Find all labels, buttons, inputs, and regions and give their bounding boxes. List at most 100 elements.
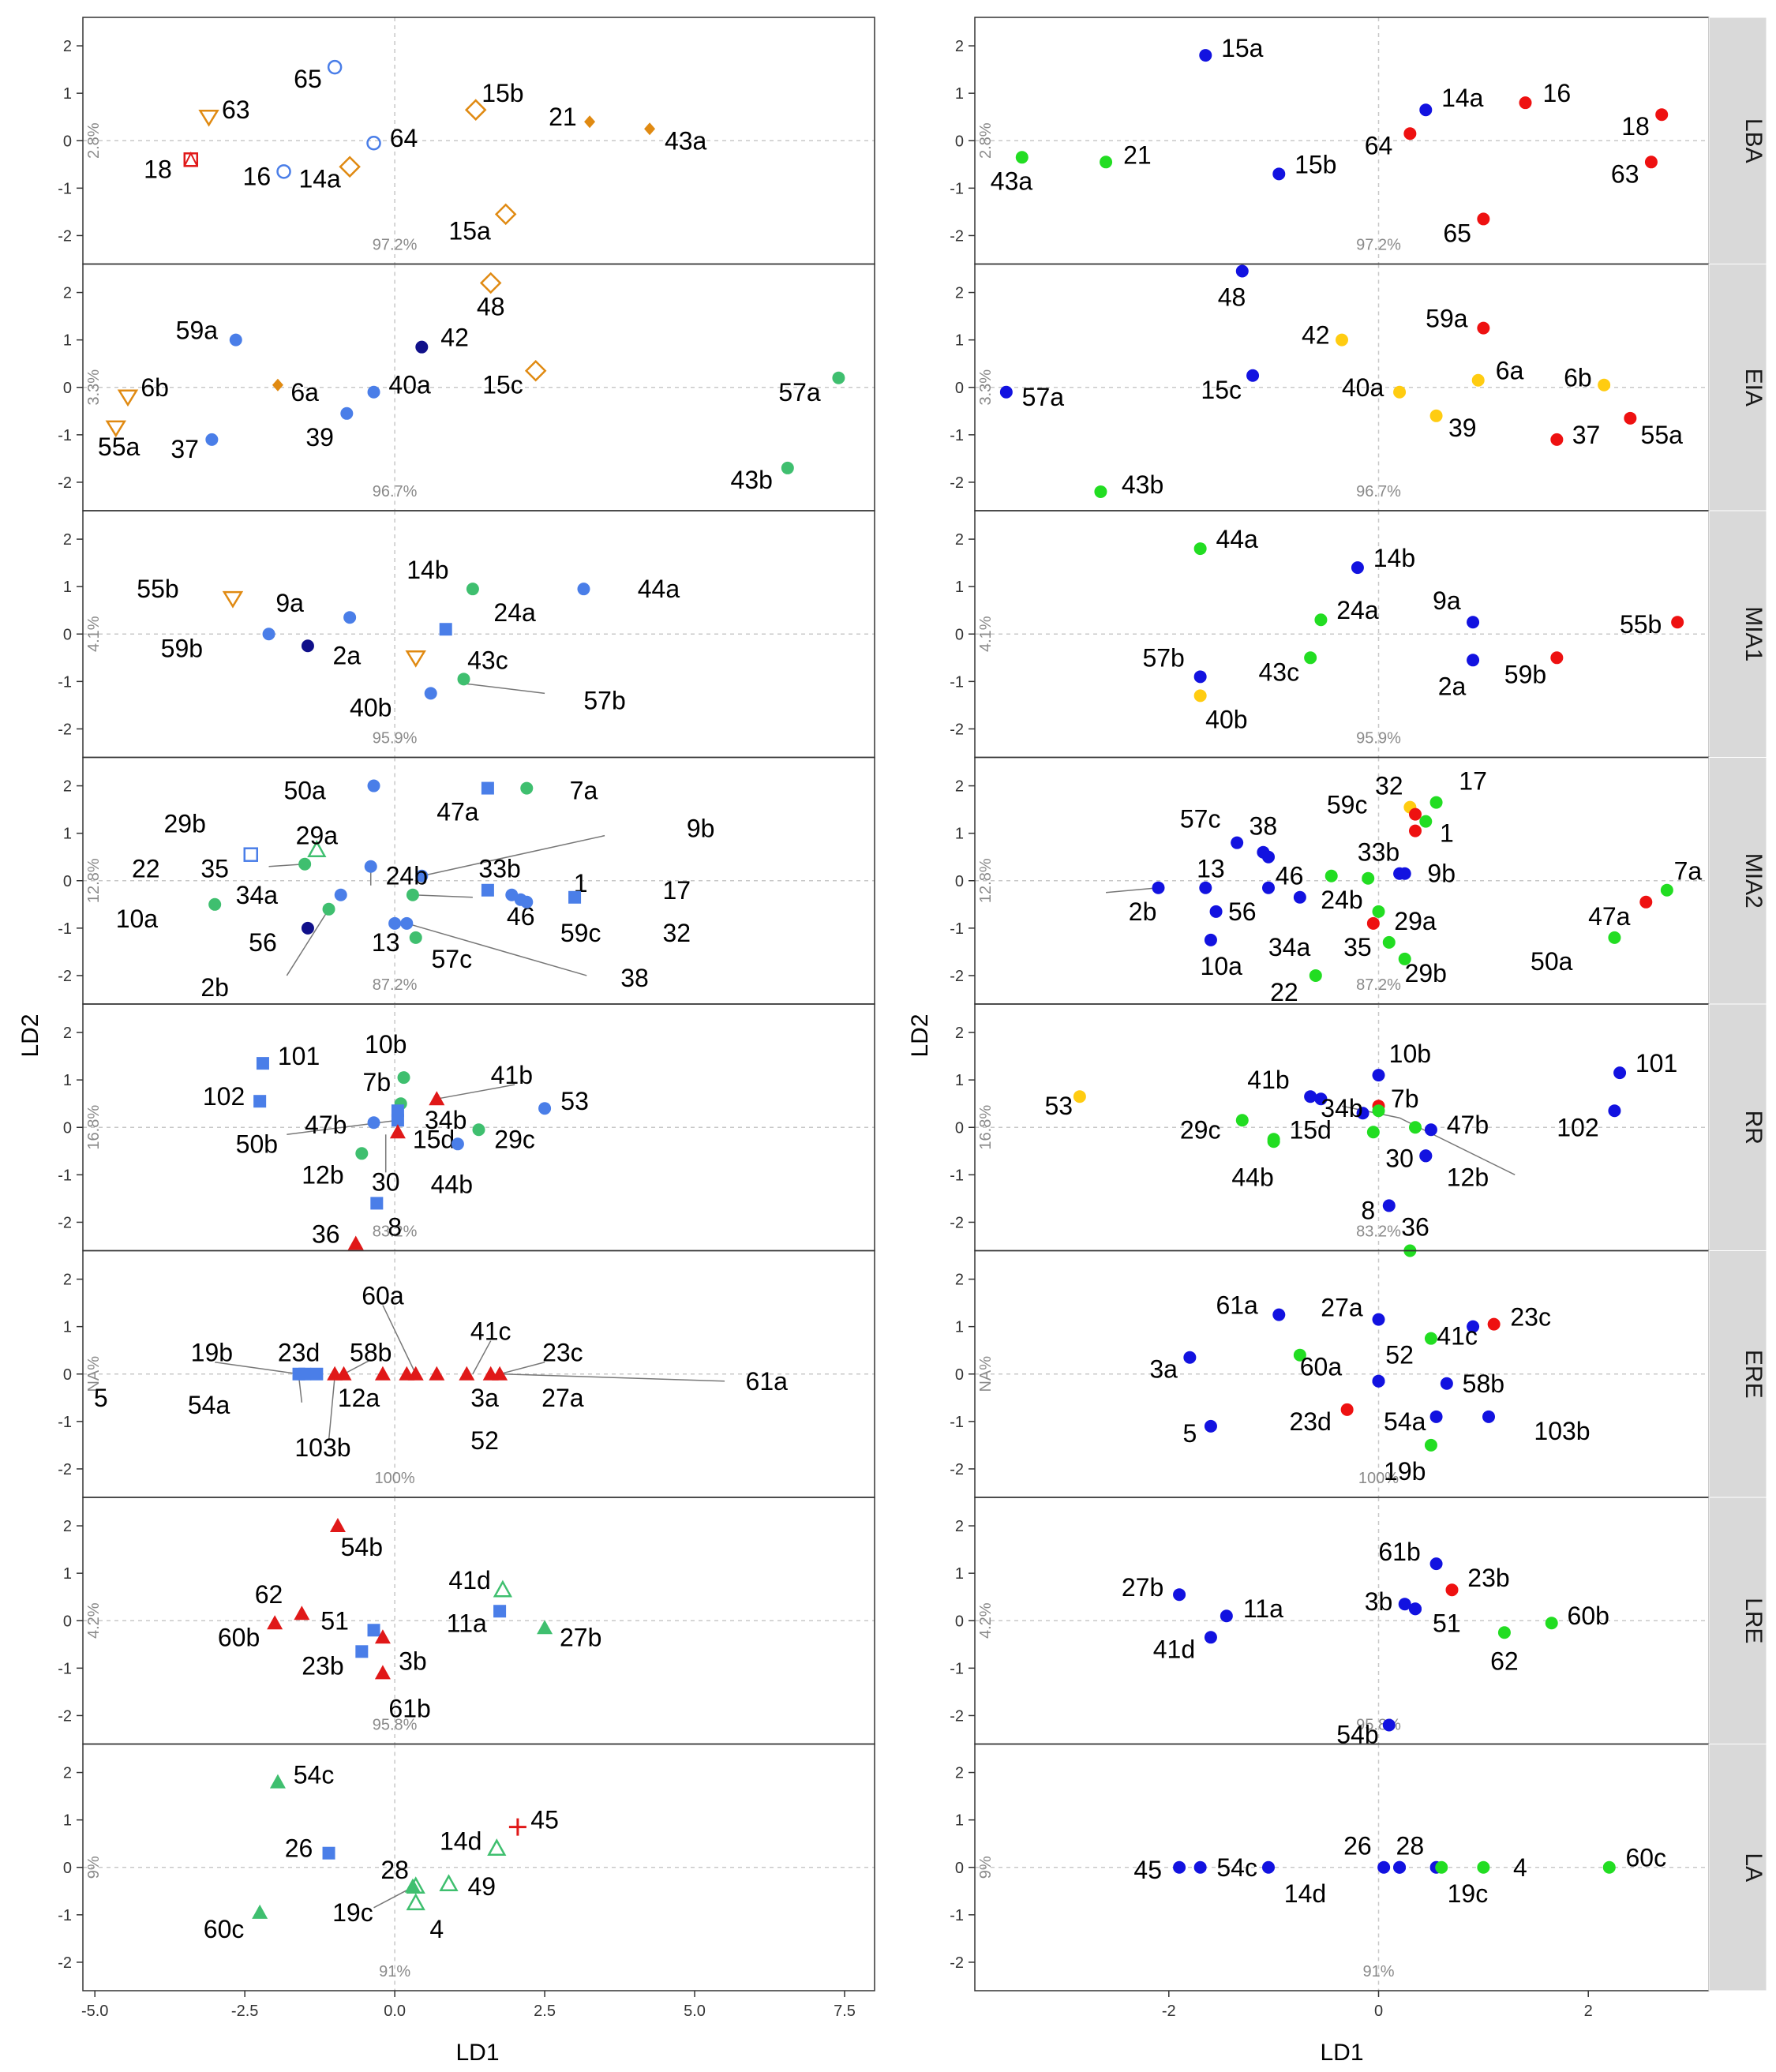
point-label-23c: 23c xyxy=(1510,1303,1551,1332)
point-3a xyxy=(1183,1351,1197,1364)
ld1-percentage: 91% xyxy=(1362,1963,1394,1980)
point-65 xyxy=(327,59,343,75)
point-label-40b: 40b xyxy=(1205,705,1247,733)
point-6a xyxy=(272,378,283,392)
point-label-19c: 19c xyxy=(1448,1879,1489,1908)
point-8 xyxy=(1382,1199,1396,1212)
point-50b xyxy=(1424,1123,1437,1137)
facet-strip xyxy=(1708,1250,1767,1498)
y-tick-label: -1 xyxy=(950,1414,964,1431)
point-label-38: 38 xyxy=(1250,812,1278,841)
leader-line xyxy=(502,1373,725,1382)
point-51 xyxy=(367,1624,380,1637)
point-58b xyxy=(1440,1377,1453,1390)
point-44b xyxy=(1267,1135,1280,1148)
y-tick-label: -2 xyxy=(58,968,72,985)
point-label-16: 16 xyxy=(243,162,272,190)
point-m12 xyxy=(492,1366,508,1381)
point-41c xyxy=(1467,1320,1480,1333)
point-label-61a: 61a xyxy=(1216,1291,1258,1320)
point-29a xyxy=(307,840,327,857)
point-29c xyxy=(1235,1114,1249,1127)
point-label-27b: 27b xyxy=(1122,1573,1163,1602)
panel-la: 2 1 0 -1 -2 91% 9% 54c 45 14d 26 28 49 4 19c 60c 2 1 0 -1 -2… xyxy=(58,1743,1767,1991)
point-m6 xyxy=(374,1366,391,1381)
y-tick-label: -1 xyxy=(950,180,964,197)
point-label-41d: 41d xyxy=(448,1566,490,1594)
y-tick-label: 2 xyxy=(63,38,72,55)
ld1-percentage: 97.2% xyxy=(373,237,418,254)
x-tick-label-left: 7.5 xyxy=(834,2003,856,2020)
point-label-29c: 29c xyxy=(494,1125,535,1153)
point-br xyxy=(1366,1126,1380,1139)
point-label-2b: 2b xyxy=(200,973,229,1002)
point-label-44a: 44a xyxy=(1216,525,1258,553)
point-label-57b: 57b xyxy=(583,686,625,714)
point-label-34b: 34b xyxy=(425,1106,466,1134)
point-47b xyxy=(367,1116,380,1130)
point-46 xyxy=(406,888,419,901)
point-label-41b: 41b xyxy=(1247,1066,1289,1094)
point-label-43a: 43a xyxy=(991,167,1033,195)
ld2-percentage: 16.8% xyxy=(977,1105,995,1150)
facet-strip xyxy=(1708,1744,1767,1991)
y-tick-label: -1 xyxy=(58,180,72,197)
facet-strip xyxy=(1708,1497,1767,1744)
x-tick-label-right: 2 xyxy=(1584,2003,1593,2020)
leader-line xyxy=(422,834,605,877)
point-label-30: 30 xyxy=(372,1167,400,1196)
point-label-44b: 44b xyxy=(1231,1163,1273,1191)
point-label-47b: 47b xyxy=(1447,1111,1489,1139)
y-tick-label: -1 xyxy=(58,1167,72,1184)
y-tick-label: -2 xyxy=(950,721,964,738)
point-16 xyxy=(1519,96,1532,110)
y-tick-label: 1 xyxy=(63,1812,72,1830)
point-label-7a: 7a xyxy=(1674,857,1703,886)
y-tick-label: -1 xyxy=(58,673,72,691)
point-23b xyxy=(355,1645,369,1658)
point-label-37: 37 xyxy=(170,435,199,463)
y-tick-label: 2 xyxy=(63,1025,72,1042)
point-60c xyxy=(1602,1860,1616,1874)
point-label-24b: 24b xyxy=(1321,886,1362,914)
y-tick-label: -2 xyxy=(950,1954,964,1972)
point-7a xyxy=(520,781,534,795)
point-label-58b: 58b xyxy=(1463,1369,1504,1398)
y-tick-label: -2 xyxy=(58,474,72,492)
ld1-percentage: 87.2% xyxy=(373,976,418,994)
ld1-percentage: 100% xyxy=(1358,1470,1399,1487)
y-tick-label: 0 xyxy=(955,626,964,643)
y-tick-label: -1 xyxy=(950,1660,964,1677)
point-label-14b: 14b xyxy=(407,556,448,584)
point-label-13: 13 xyxy=(1197,855,1225,883)
point-label-59c: 59c xyxy=(1327,791,1368,819)
point-21 xyxy=(584,115,596,129)
point-47a xyxy=(481,781,494,795)
point-label-7a: 7a xyxy=(570,777,598,805)
facet-strip xyxy=(1708,264,1767,511)
point-label-11a: 11a xyxy=(1243,1594,1283,1623)
point-label-6a: 6a xyxy=(1496,357,1524,385)
point-m3 xyxy=(310,1367,324,1381)
point-label-103b: 103b xyxy=(294,1433,350,1462)
point-label-102: 102 xyxy=(1557,1113,1598,1141)
point-35 xyxy=(298,857,312,871)
point-23b xyxy=(1445,1583,1459,1597)
panel-frame xyxy=(82,1743,875,1991)
point-label-18: 18 xyxy=(1621,112,1650,141)
point-26 xyxy=(1377,1860,1391,1874)
point-1b xyxy=(1409,824,1422,837)
point-label-6b: 6b xyxy=(1564,364,1592,392)
point-3b xyxy=(374,1665,391,1680)
panel-left-rr: 2 1 0 -1 -2 83.2% 16.8% 101 10b 7b 41b 102 53 34b 47b 1… xyxy=(58,1003,875,1252)
leader-line xyxy=(499,1362,545,1375)
point-15d xyxy=(389,1124,406,1139)
point-label-58b: 58b xyxy=(350,1339,392,1367)
panel-left-ere: 2 1 0 -1 -2 100% NA% 60a 41c 19b 23d 58b 23c 61a 5 54a 1… xyxy=(58,1250,875,1498)
point-label-64: 64 xyxy=(390,124,418,152)
point-label-2b: 2b xyxy=(1129,897,1157,926)
point-label-17: 17 xyxy=(1459,767,1487,796)
point-la1 xyxy=(404,1878,421,1893)
point-label-61b: 61b xyxy=(1378,1538,1420,1566)
point-label-29a: 29a xyxy=(1394,907,1437,935)
